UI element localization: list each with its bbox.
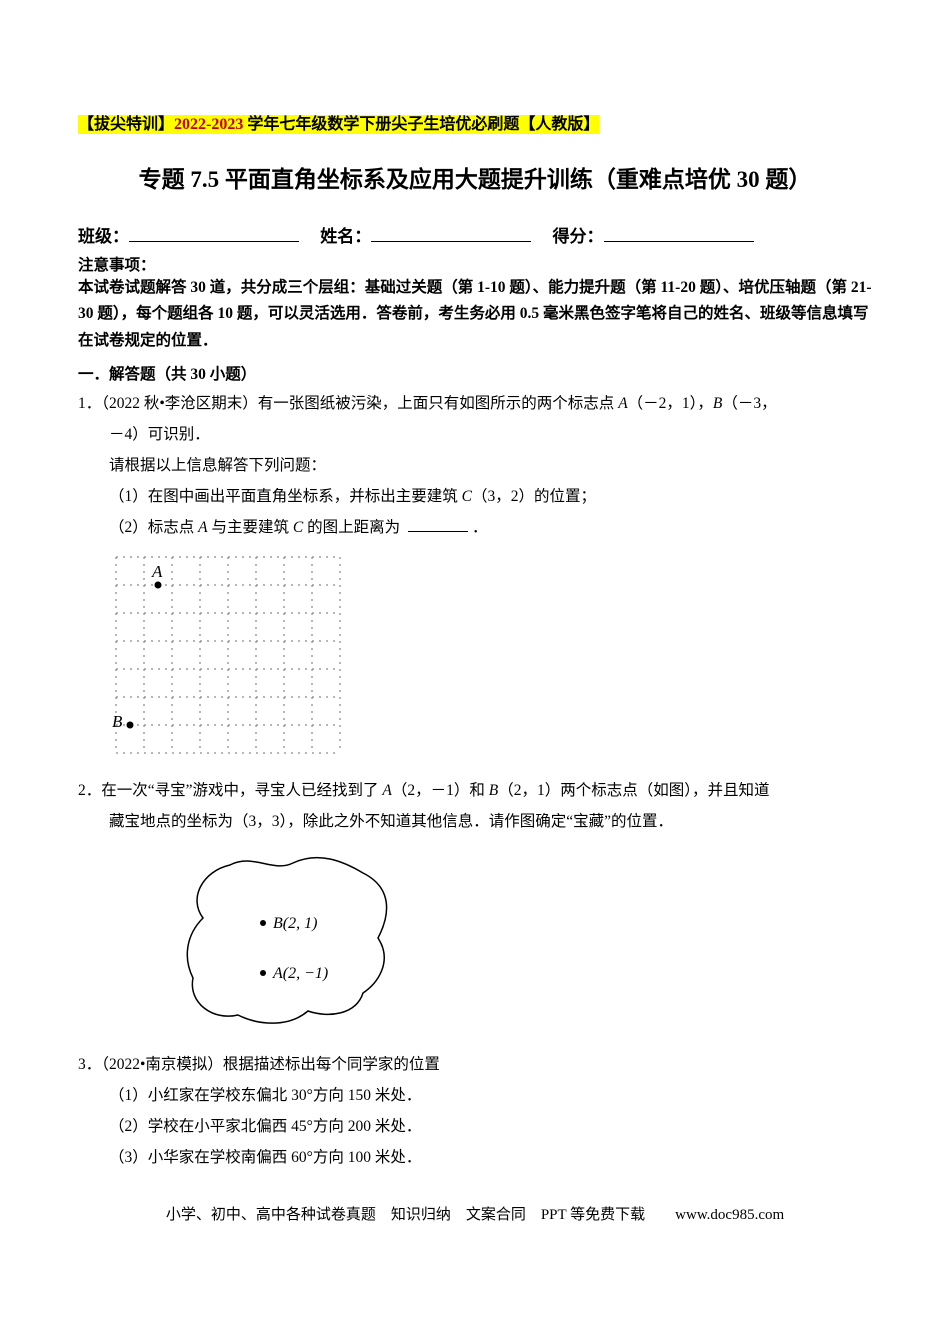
name-blank — [371, 225, 531, 242]
q2-line1b: 两个标志点（如图），并且知道 — [560, 782, 769, 799]
question-3: 3．（2022•南京模拟）根据描述标出每个同学家的位置 （1）小红家在学校东偏北… — [78, 1049, 872, 1173]
q2-mid: 和 — [469, 782, 488, 799]
q1-sub2a: （2）标志点 — [109, 519, 198, 536]
q1-sub2-C: C — [293, 519, 303, 536]
q1-A: A — [618, 395, 627, 412]
q1-sub2-A: A — [198, 519, 207, 536]
q1-line1b: （－2，1）， — [628, 395, 713, 412]
q1-sub2b: 与主要建筑 — [208, 519, 293, 536]
question-2: 2．在一次“寻宝”游戏中，寻宝人已经找到了 A（2，－1）和 B（2，1）两个标… — [78, 775, 872, 837]
svg-text:A: A — [151, 562, 163, 581]
q1-C: C — [462, 488, 472, 505]
q1-B: B — [713, 395, 722, 412]
q2-A: A — [382, 782, 391, 799]
figure-blob-2: B(2, 1) A(2, −1) — [168, 843, 872, 1043]
class-blank — [129, 225, 299, 242]
figure-grid-1: AB — [108, 549, 872, 769]
page-footer: 小学、初中、高中各种试卷真题 知识归纳 文案合同 PPT 等免费下载 www.d… — [78, 1203, 872, 1224]
q1-line1a: 1．（2022 秋•李沧区期末）有一张图纸被污染，上面只有如图所示的两个标志点 — [78, 395, 618, 412]
name-label: 姓名： — [320, 227, 371, 246]
q1-sub1b: （3，2）的位置； — [472, 488, 596, 505]
svg-text:B(2, 1): B(2, 1) — [273, 915, 317, 932]
notice-text: 本试卷试题解答 30 道，共分成三个层组：基础过关题（第 1-10 题）、能力提… — [78, 275, 872, 354]
form-line: 班级： 姓名： 得分： — [78, 222, 872, 247]
q3-s2: （2）学校在小平家北偏西 45°方向 200 米处． — [78, 1111, 872, 1142]
section-heading: 一．解答题（共 30 小题） — [78, 362, 872, 384]
q1-line1c: （－3， — [722, 395, 776, 412]
q1-fill-blank — [408, 518, 468, 532]
q1-sub2d: ． — [472, 519, 488, 536]
q1-sub1a: （1）在图中画出平面直角坐标系，并标出主要建筑 — [109, 488, 462, 505]
header-year: 2022-2023 — [174, 116, 243, 133]
q2-line1a: 2．在一次“寻宝”游戏中，寻宝人已经找到了 — [78, 782, 382, 799]
svg-text:B: B — [112, 712, 123, 731]
page-title: 专题 7.5 平面直角坐标系及应用大题提升训练（重难点培优 30 题） — [78, 160, 872, 194]
class-label: 班级： — [78, 227, 129, 246]
header-pre: 【拔尖特训】 — [78, 116, 174, 133]
svg-text:A(2, −1): A(2, −1) — [272, 965, 328, 982]
q2-line2: 藏宝地点的坐标为（3，3），除此之外不知道其他信息．请作图确定“宝藏”的位置． — [78, 806, 872, 837]
score-blank — [604, 225, 754, 242]
q2-Bcoord: （2，1） — [498, 782, 560, 799]
q2-B: B — [489, 782, 498, 799]
notice-label: 注意事项： — [78, 253, 872, 275]
q1-line3: 请根据以上信息解答下列问题： — [78, 450, 872, 481]
score-label: 得分： — [553, 227, 604, 246]
header-highlight: 【拔尖特训】2022-2023 学年七年级数学下册尖子生培优必刷题【人教版】 — [78, 110, 872, 134]
q3-head: 3．（2022•南京模拟）根据描述标出每个同学家的位置 — [78, 1049, 872, 1080]
q3-s3: （3）小华家在学校南偏西 60°方向 100 米处． — [78, 1142, 872, 1173]
header-post: 学年七年级数学下册尖子生培优必刷题【人教版】 — [243, 116, 599, 133]
question-1: 1．（2022 秋•李沧区期末）有一张图纸被污染，上面只有如图所示的两个标志点 … — [78, 388, 872, 543]
q3-s1: （1）小红家在学校东偏北 30°方向 150 米处． — [78, 1080, 872, 1111]
q1-sub2c: 的图上距离为 — [303, 519, 404, 536]
q2-Acoord: （2，－1） — [392, 782, 470, 799]
q1-line2: －4）可识别． — [78, 419, 872, 450]
